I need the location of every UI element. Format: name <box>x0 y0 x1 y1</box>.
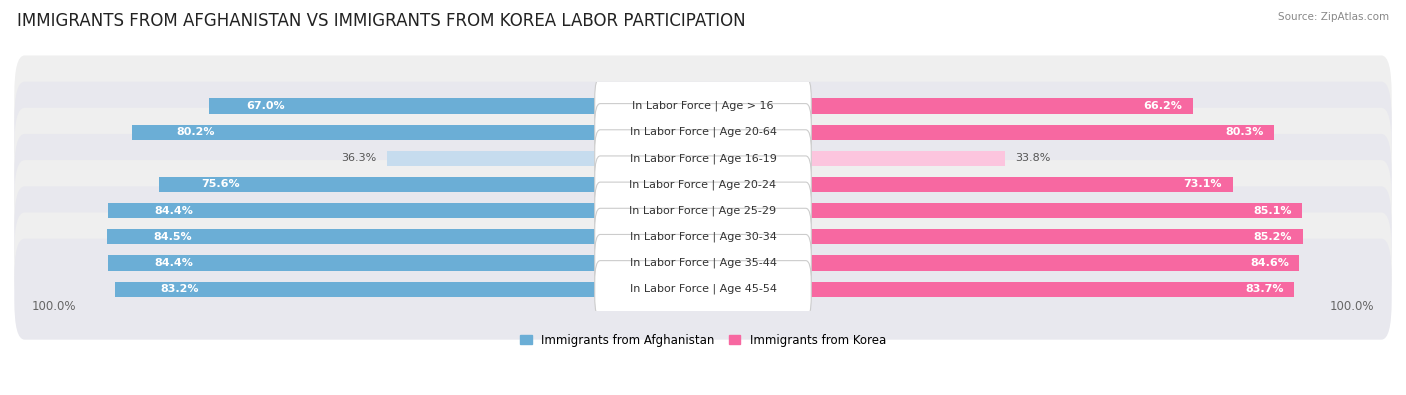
Bar <box>810 229 1302 245</box>
FancyBboxPatch shape <box>595 208 811 265</box>
Text: In Labor Force | Age 16-19: In Labor Force | Age 16-19 <box>630 153 776 164</box>
FancyBboxPatch shape <box>14 134 1392 235</box>
Text: Source: ZipAtlas.com: Source: ZipAtlas.com <box>1278 12 1389 22</box>
Text: In Labor Force | Age 20-24: In Labor Force | Age 20-24 <box>630 179 776 190</box>
Bar <box>108 203 596 218</box>
Text: 84.4%: 84.4% <box>155 206 193 216</box>
Text: In Labor Force | Age 25-29: In Labor Force | Age 25-29 <box>630 205 776 216</box>
Bar <box>810 256 1299 271</box>
Bar <box>107 229 596 245</box>
FancyBboxPatch shape <box>595 182 811 239</box>
Text: 75.6%: 75.6% <box>201 179 239 190</box>
Bar <box>115 282 596 297</box>
Bar <box>810 124 1274 140</box>
Text: 36.3%: 36.3% <box>342 153 377 163</box>
Text: 85.2%: 85.2% <box>1254 232 1292 242</box>
Bar <box>810 203 1302 218</box>
Bar <box>810 177 1233 192</box>
Text: In Labor Force | Age > 16: In Labor Force | Age > 16 <box>633 101 773 111</box>
Text: 67.0%: 67.0% <box>246 101 285 111</box>
Text: In Labor Force | Age 20-64: In Labor Force | Age 20-64 <box>630 127 776 137</box>
Text: 33.8%: 33.8% <box>1015 153 1050 163</box>
Text: 66.2%: 66.2% <box>1143 101 1182 111</box>
FancyBboxPatch shape <box>14 55 1392 156</box>
Text: 85.1%: 85.1% <box>1253 206 1292 216</box>
Text: IMMIGRANTS FROM AFGHANISTAN VS IMMIGRANTS FROM KOREA LABOR PARTICIPATION: IMMIGRANTS FROM AFGHANISTAN VS IMMIGRANT… <box>17 12 745 30</box>
FancyBboxPatch shape <box>595 130 811 187</box>
FancyBboxPatch shape <box>595 235 811 292</box>
FancyBboxPatch shape <box>595 103 811 161</box>
Bar <box>132 124 596 140</box>
Text: 100.0%: 100.0% <box>31 301 76 314</box>
Text: 73.1%: 73.1% <box>1184 179 1222 190</box>
FancyBboxPatch shape <box>14 160 1392 261</box>
FancyBboxPatch shape <box>595 261 811 318</box>
Text: 83.7%: 83.7% <box>1246 284 1284 294</box>
Bar <box>108 256 596 271</box>
Text: In Labor Force | Age 30-34: In Labor Force | Age 30-34 <box>630 231 776 242</box>
FancyBboxPatch shape <box>14 82 1392 182</box>
Text: In Labor Force | Age 35-44: In Labor Force | Age 35-44 <box>630 258 776 268</box>
Bar <box>209 98 596 113</box>
FancyBboxPatch shape <box>14 108 1392 209</box>
FancyBboxPatch shape <box>14 213 1392 314</box>
Bar <box>810 151 1005 166</box>
FancyBboxPatch shape <box>595 156 811 213</box>
FancyBboxPatch shape <box>14 186 1392 287</box>
Bar <box>810 282 1294 297</box>
Text: 83.2%: 83.2% <box>160 284 198 294</box>
Legend: Immigrants from Afghanistan, Immigrants from Korea: Immigrants from Afghanistan, Immigrants … <box>520 334 886 347</box>
Text: 84.5%: 84.5% <box>153 232 193 242</box>
Text: In Labor Force | Age 45-54: In Labor Force | Age 45-54 <box>630 284 776 294</box>
Text: 80.2%: 80.2% <box>176 127 215 137</box>
FancyBboxPatch shape <box>595 77 811 134</box>
Bar <box>159 177 596 192</box>
Text: 84.4%: 84.4% <box>155 258 193 268</box>
Bar <box>810 98 1192 113</box>
Text: 84.6%: 84.6% <box>1250 258 1289 268</box>
Bar <box>387 151 596 166</box>
Text: 80.3%: 80.3% <box>1226 127 1264 137</box>
Text: 100.0%: 100.0% <box>1330 301 1375 314</box>
FancyBboxPatch shape <box>14 239 1392 340</box>
